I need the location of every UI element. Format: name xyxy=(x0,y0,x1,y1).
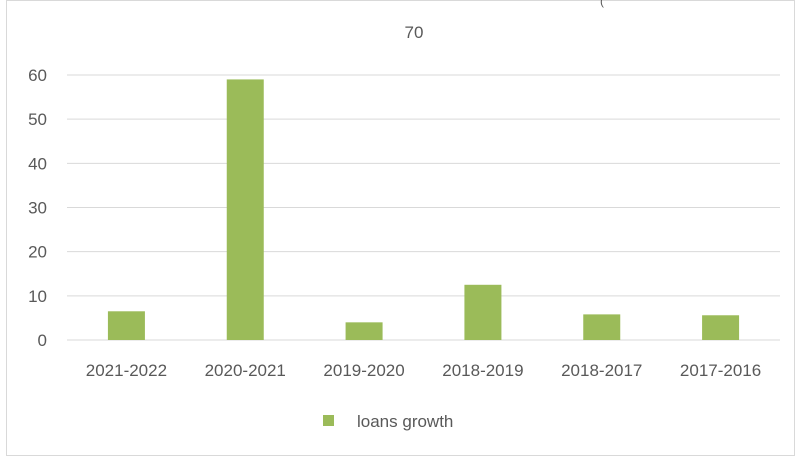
bar xyxy=(345,322,383,340)
y-tick-label: 0 xyxy=(38,331,47,350)
corner-mark: ( xyxy=(600,0,604,8)
x-tick-label: 2018-2019 xyxy=(442,361,523,380)
bar xyxy=(702,315,740,340)
y-axis-ticks: 0 10 20 30 40 50 60 xyxy=(28,66,47,350)
x-tick-label: 2018-2017 xyxy=(561,361,642,380)
y-tick-label: 40 xyxy=(28,154,47,173)
legend-label: loans growth xyxy=(357,412,453,431)
bar xyxy=(583,314,621,340)
legend-swatch xyxy=(323,415,334,426)
x-tick-label: 2019-2020 xyxy=(323,361,404,380)
bars xyxy=(107,79,740,341)
y-tick-label: 10 xyxy=(28,287,47,306)
legend: loans growth xyxy=(323,412,453,431)
x-tick-label: 2020-2021 xyxy=(205,361,286,380)
x-axis-labels: 2021-2022 2020-2021 2019-2020 2018-2019 2018… xyxy=(86,361,761,380)
bar xyxy=(226,79,264,341)
y-tick-label: 50 xyxy=(28,110,47,129)
x-tick-label: 2017-2016 xyxy=(680,361,761,380)
top-axis-label: 70 xyxy=(405,23,424,42)
bar xyxy=(107,311,145,340)
x-tick-label: 2021-2022 xyxy=(86,361,167,380)
y-tick-label: 30 xyxy=(28,199,47,218)
bar xyxy=(464,284,502,340)
chart-frame xyxy=(6,0,795,456)
y-tick-label: 60 xyxy=(28,66,47,85)
gridlines xyxy=(67,74,780,341)
y-tick-label: 20 xyxy=(28,243,47,262)
